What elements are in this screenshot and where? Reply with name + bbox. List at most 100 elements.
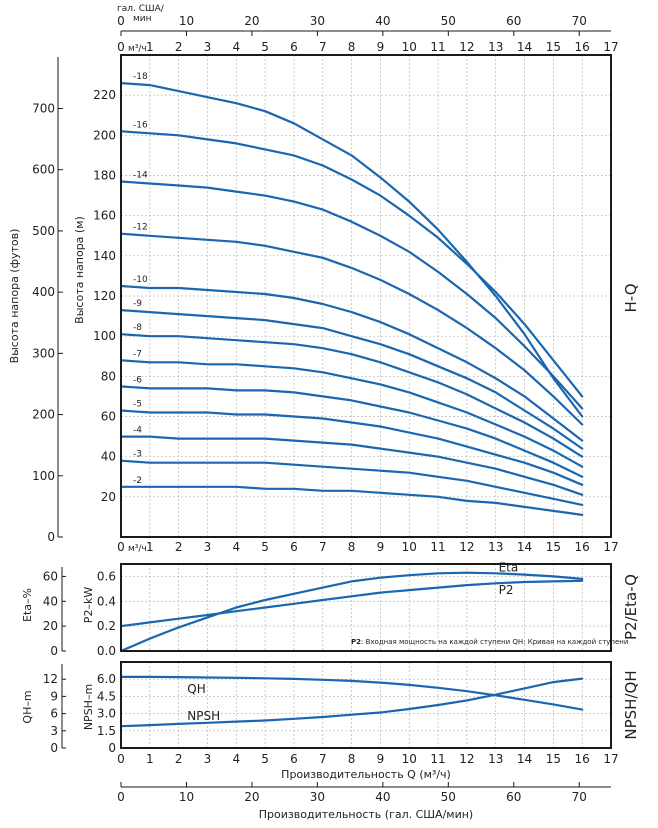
bottom-x-title: Производительность Q (м³/ч) [281,768,451,781]
hq-curve-16 [119,130,584,398]
qh-tick-6: 6 [50,707,58,721]
feet-tick-200: 200 [32,408,55,422]
bottom-x-tick-10: 10 [402,752,417,766]
top-x-tick-3: 3 [204,40,212,54]
eta-tick-0: 0 [50,644,58,658]
hq-y-tick-40: 40 [101,450,116,464]
hq-curve-label-14: -14 [133,171,148,181]
eta-curve-label: Eta [499,561,519,575]
top-gpm-tick-0: 0 [117,14,125,28]
hq-y-tick-80: 80 [101,369,116,383]
qh-axis-title: QH–m [21,690,34,723]
qh-tick-9: 9 [50,689,58,703]
bottom-x-tick-11: 11 [430,752,445,766]
bottom-gpm-tick-20: 20 [244,790,259,804]
npsh-y-tick-1: 1.5 [97,724,116,738]
top-x-tick-11: 11 [430,40,445,54]
hq-x-tick-3: 3 [204,540,212,554]
top-x-tick-9: 9 [377,40,385,54]
hq-x-tick-14: 14 [517,540,532,554]
bottom-x-tick-13: 13 [488,752,503,766]
hq-curve-8 [119,333,584,458]
hq-curve-label-2: -2 [133,476,142,486]
npsh-y-tick-0: 0 [108,741,116,755]
bottom-x-tick-8: 8 [348,752,356,766]
hq-curve-4 [119,435,584,496]
hq-x-unit: м³/ч [128,544,147,554]
bottom-gpm-tick-0: 0 [117,790,125,804]
top-gpm-tick-60: 60 [506,14,521,28]
hq-curve-label-12: -12 [133,223,148,233]
npsh-qh-curve-npsh [119,677,584,728]
top-x-tick-2: 2 [175,40,183,54]
eta-axis-title: Eta–% [21,588,34,622]
hq-y-tick-60: 60 [101,410,116,424]
feet-tick-300: 300 [32,346,55,360]
hq-panel-frame [120,54,612,538]
p2-y-tick-2: 0.4 [97,594,116,608]
hq-curve-2 [119,485,584,516]
hq-x-tick-11: 11 [430,540,445,554]
hq-curve-label-10: -10 [133,275,148,285]
bottom-gpm-tick-40: 40 [375,790,390,804]
hq-curve-label-18: -18 [133,72,148,82]
p2eta-curve-eta [119,571,584,653]
p2eta-panel-frame [120,563,612,652]
bottom-gpm-tick-50: 50 [441,790,456,804]
top-gpm-tick-20: 20 [244,14,259,28]
top-x-tick-0: 0 [117,40,125,54]
hq-curve-5 [119,409,584,486]
bottom-x-tick-15: 15 [546,752,561,766]
qh-curve-label: QH [187,682,205,696]
top-x-tick-16: 16 [575,40,590,54]
bottom-x-tick-12: 12 [459,752,474,766]
top-x-tick-12: 12 [459,40,474,54]
top-x-tick-13: 13 [488,40,503,54]
npsh-panel-frame [120,661,612,749]
power-note-bold: P2 [351,638,361,646]
bottom-x-tick-16: 16 [575,752,590,766]
meter-axis-title: Высота напора (м) [73,216,86,324]
top-gpm-tick-50: 50 [441,14,456,28]
hq-x-tick-2: 2 [175,540,183,554]
top-gpm-tick-30: 30 [310,14,325,28]
bottom-x-tick-14: 14 [517,752,532,766]
hq-y-tick-200: 200 [93,128,116,142]
npsh-y-tick-4: 6.0 [97,672,116,686]
hq-y-tick-180: 180 [93,169,116,183]
feet-tick-400: 400 [32,285,55,299]
hq-x-tick-4: 4 [232,540,240,554]
top-x-tick-4: 4 [232,40,240,54]
npsh-curve-label: NPSH [187,709,220,723]
bottom-x-tick-3: 3 [204,752,212,766]
hq-curve-18 [119,82,584,418]
hq-x-tick-13: 13 [488,540,503,554]
hq-side-label: H-Q [622,283,640,312]
p2-axis-title: P2–kW [82,587,95,624]
bottom-x-tick-5: 5 [261,752,269,766]
hq-curve-12 [119,232,584,426]
hq-curve-6 [119,385,584,478]
bottom-x-tick-7: 7 [319,752,327,766]
top-gpm-tick-70: 70 [572,14,587,28]
qh-tick-0: 0 [50,741,58,755]
eta-tick-40: 40 [43,594,58,608]
top-x-unit: м³/ч [128,44,147,54]
hq-x-tick-1: 1 [146,540,154,554]
hq-x-tick-0: 0 [117,540,125,554]
top-x-tick-7: 7 [319,40,327,54]
bottom-x-tick-4: 4 [232,752,240,766]
hq-x-tick-5: 5 [261,540,269,554]
feet-tick-100: 100 [32,469,55,483]
bottom-gpm-tick-30: 30 [310,790,325,804]
hq-curve-label-8: -8 [133,323,142,333]
bottom-x-tick-2: 2 [175,752,183,766]
top-x-tick-8: 8 [348,40,356,54]
feet-axis-title: Высота напора (футов) [8,229,21,364]
hq-x-tick-10: 10 [402,540,417,554]
power-note: P2: Входная мощность на каждой ступени Q… [351,638,628,646]
hq-x-tick-16: 16 [575,540,590,554]
feet-tick-700: 700 [32,102,55,116]
bottom-gpm-tick-10: 10 [179,790,194,804]
